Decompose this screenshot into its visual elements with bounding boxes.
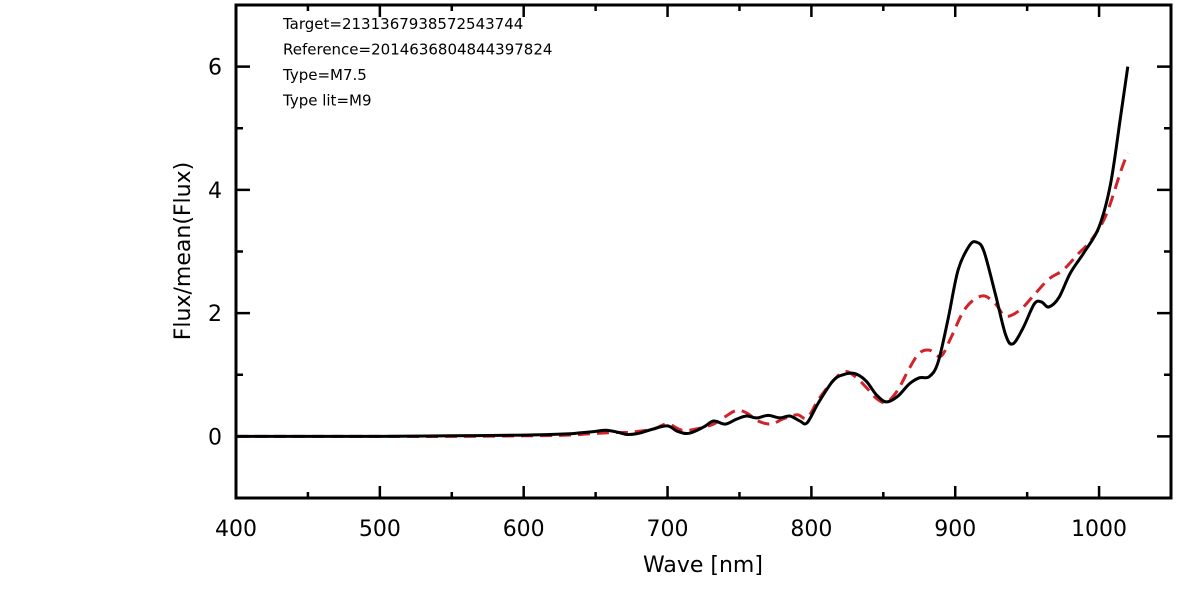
x-axis-label: Wave [nm] [643, 553, 763, 578]
annotation-line: Type lit=M9 [282, 92, 372, 110]
x-tick-label: 700 [647, 517, 689, 542]
y-tick-label: 2 [208, 302, 222, 327]
annotation-line: Type=M7.5 [282, 66, 367, 84]
axis-tick-labels: 400 500 600 700 800 900 1000 0 2 4 6 [208, 56, 1127, 542]
annotation-block: Target=2131367938572543744 Reference=2014… [282, 15, 552, 110]
annotation-line: Target=2131367938572543744 [282, 15, 523, 33]
series-layer [236, 66, 1130, 438]
x-tick-label: 600 [503, 517, 545, 542]
y-tick-label: 6 [208, 56, 222, 81]
reference-spectrum-line [236, 152, 1130, 438]
x-tick-label: 800 [790, 517, 832, 542]
annotation-line: Reference=2014636804844397824 [283, 41, 552, 59]
x-tick-label: 900 [934, 517, 976, 542]
plot-frame [234, 3, 1173, 500]
target-spectrum-line [236, 66, 1130, 438]
x-tick-label: 400 [215, 517, 257, 542]
y-tick-label: 0 [208, 425, 222, 450]
x-tick-label: 500 [359, 517, 401, 542]
axis-ticks [234, 3, 1171, 500]
y-axis-label: Flux/mean(Flux) [171, 162, 196, 340]
x-tick-label: 1000 [1071, 517, 1127, 542]
y-tick-label: 4 [208, 179, 222, 204]
